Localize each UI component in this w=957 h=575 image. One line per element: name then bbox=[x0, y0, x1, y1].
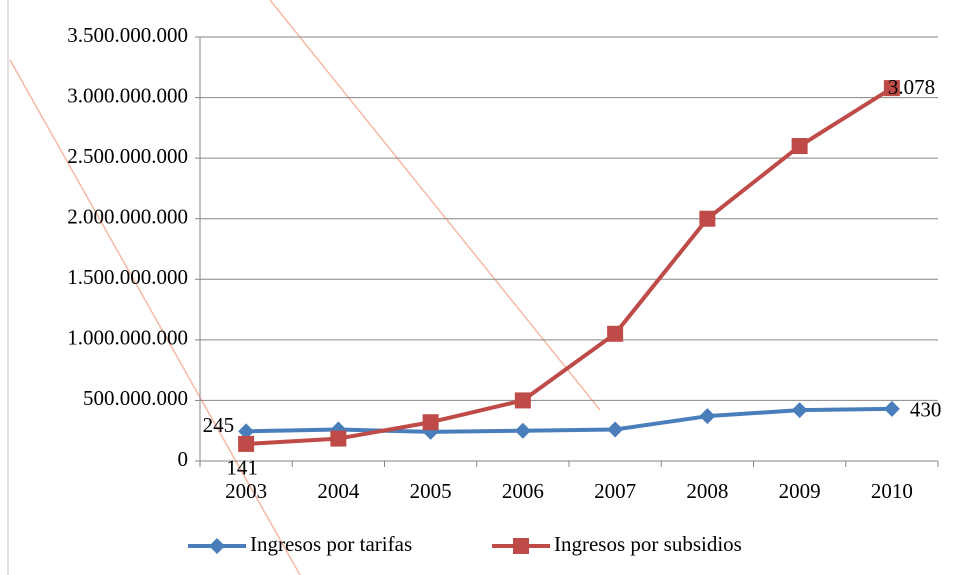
point bbox=[699, 210, 716, 227]
x-tick-label: 2006 bbox=[502, 479, 544, 503]
point bbox=[238, 435, 255, 452]
point bbox=[791, 402, 808, 419]
data-label: 245 bbox=[203, 413, 235, 437]
data-label: 141 bbox=[226, 456, 258, 480]
point bbox=[883, 80, 900, 97]
legend-marker bbox=[513, 538, 529, 554]
point bbox=[238, 423, 255, 440]
y-tick-label: 1.500.000.000 bbox=[67, 265, 188, 289]
y-tick-label: 1.000.000.000 bbox=[67, 326, 188, 350]
x-tick-label: 2007 bbox=[594, 479, 636, 503]
series-line bbox=[246, 86, 893, 446]
point bbox=[883, 400, 900, 417]
y-tick-label: 2.500.000.000 bbox=[67, 144, 188, 168]
data-label: 3.078 bbox=[888, 75, 935, 99]
point bbox=[699, 408, 716, 425]
point bbox=[607, 421, 624, 438]
legend-label: Ingresos por tarifas bbox=[250, 532, 412, 556]
y-tick-label: 2.000.000.000 bbox=[67, 205, 188, 229]
data-label: 430 bbox=[910, 398, 942, 422]
y-tick-label: 3.000.000.000 bbox=[67, 83, 188, 107]
point bbox=[514, 422, 531, 439]
x-tick-label: 2009 bbox=[779, 479, 821, 503]
y-tick-label: 3.500.000.000 bbox=[67, 23, 188, 47]
chart-frame bbox=[7, 0, 957, 575]
legend-label: Ingresos por subsidios bbox=[554, 532, 742, 556]
y-tick-label: 500.000.000 bbox=[83, 386, 188, 410]
x-tick-label: 2003 bbox=[225, 479, 267, 503]
point bbox=[791, 138, 808, 155]
y-tick-label: 0 bbox=[178, 447, 189, 471]
series-line bbox=[246, 406, 892, 434]
point bbox=[330, 430, 347, 447]
point bbox=[422, 414, 439, 431]
legend-marker bbox=[209, 538, 225, 554]
x-tick-label: 2005 bbox=[410, 479, 452, 503]
point bbox=[514, 392, 531, 409]
x-tick-label: 2010 bbox=[871, 479, 913, 503]
x-tick-label: 2004 bbox=[317, 479, 360, 503]
point bbox=[607, 325, 624, 342]
x-tick-label: 2008 bbox=[686, 479, 728, 503]
watermark bbox=[9, 0, 601, 575]
